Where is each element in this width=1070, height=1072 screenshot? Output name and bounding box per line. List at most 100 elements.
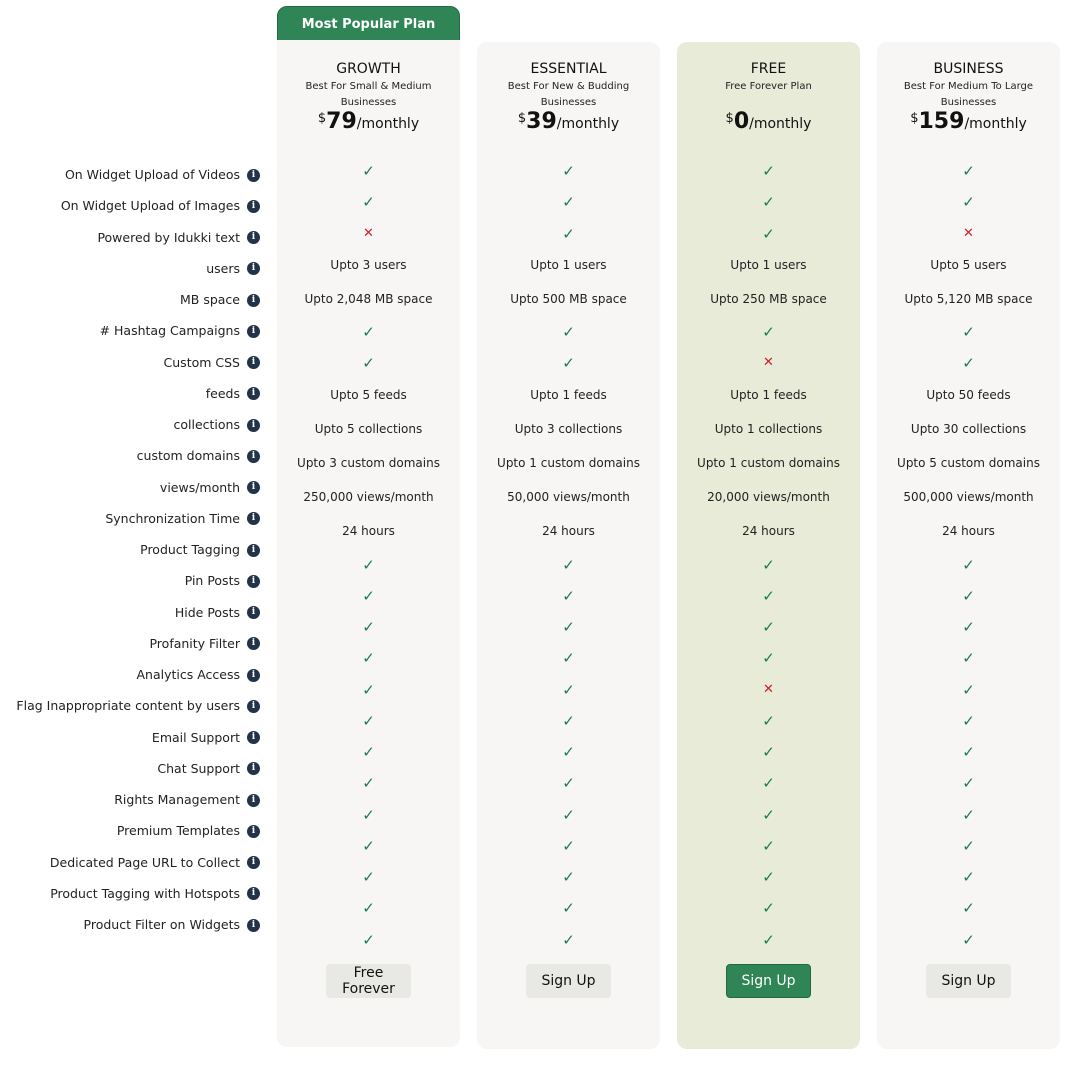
- info-icon[interactable]: i: [247, 324, 260, 338]
- check-icon: ✓: [562, 774, 575, 792]
- check-icon: ✓: [962, 556, 975, 574]
- info-icon[interactable]: i: [247, 574, 260, 588]
- check-icon: ✓: [762, 806, 775, 824]
- plan-cta-button[interactable]: Sign Up: [726, 964, 811, 998]
- info-icon[interactable]: i: [247, 824, 260, 838]
- plan-column-essential: ESSENTIAL Best For New & Budding Busines…: [477, 42, 660, 1049]
- check-icon: ✓: [962, 193, 975, 211]
- info-icon[interactable]: i: [247, 293, 260, 307]
- check-icon: ✓: [962, 649, 975, 667]
- feature-value: Upto 30 collections: [910, 422, 1027, 436]
- info-icon[interactable]: i: [247, 606, 260, 619]
- check-icon: ✓: [362, 649, 375, 667]
- check-icon: ✓: [962, 618, 975, 636]
- info-icon[interactable]: i: [247, 481, 260, 494]
- info-icon[interactable]: i: [247, 856, 260, 869]
- feature-label-text: custom domains: [136, 448, 240, 464]
- plan-column-business: BUSINESS Best For Medium To Large Busine…: [877, 42, 1060, 1049]
- feature-label-text: Synchronization Time: [105, 510, 240, 526]
- feature-value: Upto 500 MB space: [510, 292, 627, 306]
- feature-value: Upto 1 custom domains: [697, 456, 840, 470]
- plan-cta-button[interactable]: Free Forever: [326, 964, 411, 998]
- info-icon[interactable]: i: [247, 637, 260, 651]
- plan-name: ESSENTIAL: [530, 61, 607, 77]
- check-icon: ✓: [762, 712, 775, 730]
- info-icon[interactable]: i: [247, 262, 260, 276]
- feature-value: Upto 250 MB space: [710, 292, 827, 306]
- info-icon[interactable]: i: [247, 543, 260, 557]
- info-icon[interactable]: i: [247, 731, 260, 744]
- feature-label: Powered by Idukki text i: [97, 228, 260, 248]
- info-icon[interactable]: i: [247, 231, 260, 244]
- check-icon: ✓: [762, 649, 775, 667]
- currency: $: [317, 111, 327, 126]
- feature-label-text: Chat Support: [157, 760, 240, 776]
- check-icon: ✓: [362, 681, 375, 699]
- check-icon: ✓: [562, 193, 575, 211]
- plan-price: $39/monthly: [477, 109, 660, 134]
- info-icon[interactable]: i: [247, 699, 260, 713]
- check-icon: ✓: [362, 806, 375, 824]
- feature-value: Upto 1 feeds: [530, 388, 607, 402]
- info-icon[interactable]: i: [247, 918, 260, 932]
- info-icon[interactable]: i: [247, 356, 260, 369]
- check-icon: ✓: [762, 743, 775, 761]
- check-icon: ✓: [562, 354, 575, 372]
- check-icon: ✓: [762, 225, 775, 243]
- plan-cta-button[interactable]: Sign Up: [926, 964, 1011, 998]
- check-icon: ✓: [562, 868, 575, 886]
- feature-label-text: views/month: [159, 479, 240, 495]
- check-icon: ✓: [362, 354, 375, 372]
- feature-label: custom domains i: [137, 446, 260, 466]
- feature-label-text: Product Tagging with Hotspots: [50, 885, 240, 901]
- check-icon: ✓: [962, 868, 975, 886]
- check-icon: ✓: [962, 354, 975, 372]
- info-icon[interactable]: i: [247, 762, 260, 776]
- plan-cta-button[interactable]: Sign Up: [526, 964, 611, 998]
- check-icon: ✓: [962, 774, 975, 792]
- feature-label: users i: [206, 259, 260, 279]
- feature-label-text: Custom CSS: [163, 354, 240, 370]
- feature-value: 250,000 views/month: [303, 490, 434, 504]
- feature-label: collections i: [174, 415, 260, 435]
- feature-label-text: Premium Templates: [116, 823, 240, 839]
- check-icon: ✓: [562, 712, 575, 730]
- check-icon: ✓: [762, 837, 775, 855]
- price-amount: 0: [733, 109, 750, 134]
- info-icon[interactable]: i: [247, 418, 260, 432]
- currency: $: [517, 111, 527, 126]
- check-icon: ✓: [962, 162, 975, 180]
- feature-label-text: Flag Inappropriate content by users: [16, 698, 240, 714]
- feature-value: Upto 3 custom domains: [297, 456, 440, 470]
- check-icon: ✓: [362, 162, 375, 180]
- feature-label-text: On Widget Upload of Videos: [64, 167, 240, 182]
- info-icon[interactable]: i: [247, 668, 260, 682]
- feature-label: Chat Support i: [157, 759, 260, 779]
- cross-icon: ✕: [763, 355, 774, 370]
- info-icon[interactable]: i: [247, 512, 260, 526]
- feature-value: 50,000 views/month: [507, 490, 630, 504]
- check-icon: ✓: [762, 193, 775, 211]
- price-period: /monthly: [356, 116, 420, 132]
- feature-label-text: Analytics Access: [136, 667, 240, 682]
- feature-label-text: feeds: [205, 385, 240, 401]
- check-icon: ✓: [362, 899, 375, 917]
- check-icon: ✓: [962, 681, 975, 699]
- feature-label: Profanity Filter i: [149, 634, 260, 654]
- check-icon: ✓: [762, 162, 775, 180]
- check-icon: ✓: [762, 868, 775, 886]
- feature-value: 20,000 views/month: [707, 490, 830, 504]
- currency: $: [910, 111, 919, 126]
- info-icon[interactable]: i: [247, 887, 260, 901]
- check-icon: ✓: [562, 931, 575, 949]
- info-icon[interactable]: i: [247, 199, 260, 213]
- check-icon: ✓: [962, 743, 975, 761]
- check-icon: ✓: [562, 556, 575, 574]
- info-icon[interactable]: i: [247, 387, 260, 401]
- info-icon[interactable]: i: [247, 449, 260, 463]
- feature-label-text: Hide Posts: [174, 604, 240, 620]
- info-icon[interactable]: i: [247, 168, 260, 182]
- check-icon: ✓: [562, 587, 575, 605]
- feature-value: Upto 1 users: [530, 258, 607, 272]
- info-icon[interactable]: i: [247, 793, 260, 807]
